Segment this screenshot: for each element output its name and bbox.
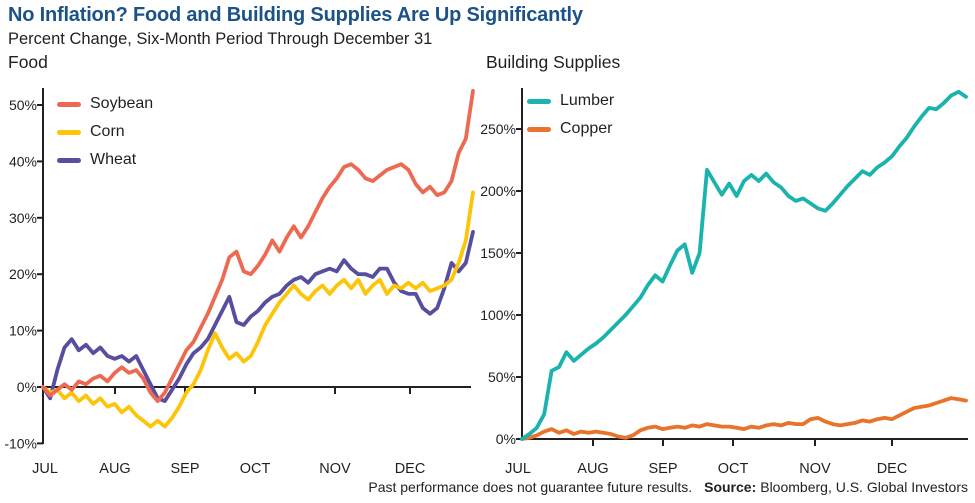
x-tick-label: NOV [799,461,831,477]
x-tick-label: OCT [718,461,749,477]
y-tick-label: 200% [480,183,516,199]
food-chart: 50% 40% 30% 20% 10% 0% -10% JUL AUG SEP OCT NOV DEC [4,88,475,477]
x-tick-label: AUG [99,461,130,477]
legend-label-corn: Corn [90,123,125,140]
y-tick-label: 100% [480,307,516,323]
page-title: No Inflation? Food and Building Supplies… [8,4,583,26]
lumber-swatch [527,98,551,104]
y-tick-label: 150% [480,245,516,261]
building-chart: 250% 200% 150% 100% 50% 0% JUL AUG SEP OCT NOV DEC [480,88,968,477]
legend-item-corn: Corn [57,118,153,146]
legend-label-wheat: Wheat [90,151,137,168]
y-tick-label: 10% [9,323,37,339]
x-tick-label: NOV [319,461,351,477]
y-tick-label: 50% [9,97,37,113]
x-tick-label: SEP [648,461,677,477]
x-tick-label: OCT [240,461,271,477]
wheat-swatch [57,157,81,163]
disclaimer-text: Past performance does not guarantee futu… [368,479,693,495]
source-label: Source: [704,479,757,495]
building-legend: Lumber Copper [527,87,614,143]
x-tick-label: DEC [395,461,426,477]
copper-line [520,396,968,441]
wheat-line [41,229,475,404]
y-tick-label: 250% [480,121,516,137]
legend-item-wheat: Wheat [57,146,153,174]
y-tick-label: 50% [488,369,516,385]
legend-label-copper: Copper [560,120,613,137]
legend-label-lumber: Lumber [560,92,615,109]
legend-item-lumber: Lumber [527,87,614,115]
soybean-swatch [57,101,81,107]
corn-swatch [57,129,81,135]
y-tick-label: -10% [4,435,37,451]
copper-swatch [527,126,551,132]
y-tick-label: 30% [9,210,37,226]
y-tick-label: 0% [17,379,37,395]
x-tick-label: SEP [170,461,199,477]
x-tick-label: DEC [877,461,908,477]
page-subtitle: Percent Change, Six-Month Period Through… [8,30,433,48]
footer-note: Past performance does not guarantee futu… [368,479,968,495]
legend-item-soybean: Soybean [57,90,153,118]
y-tick-label: 20% [9,266,37,282]
x-tick-label: JUL [505,461,531,477]
food-panel-title: Food [8,52,48,72]
x-tick-label: AUG [577,461,608,477]
legend-item-copper: Copper [527,115,614,143]
soybean-line [41,89,475,404]
x-tick-label: JUL [32,461,58,477]
y-tick-label: 0% [496,431,516,447]
y-tick-label: 40% [9,153,37,169]
food-legend: Soybean Corn Wheat [57,90,153,174]
source-text: Bloomberg, U.S. Global Investors [760,479,968,495]
lumber-line [520,89,968,441]
legend-label-soybean: Soybean [90,95,154,112]
building-panel-title: Building Supplies [486,52,621,72]
corn-line [41,190,475,429]
